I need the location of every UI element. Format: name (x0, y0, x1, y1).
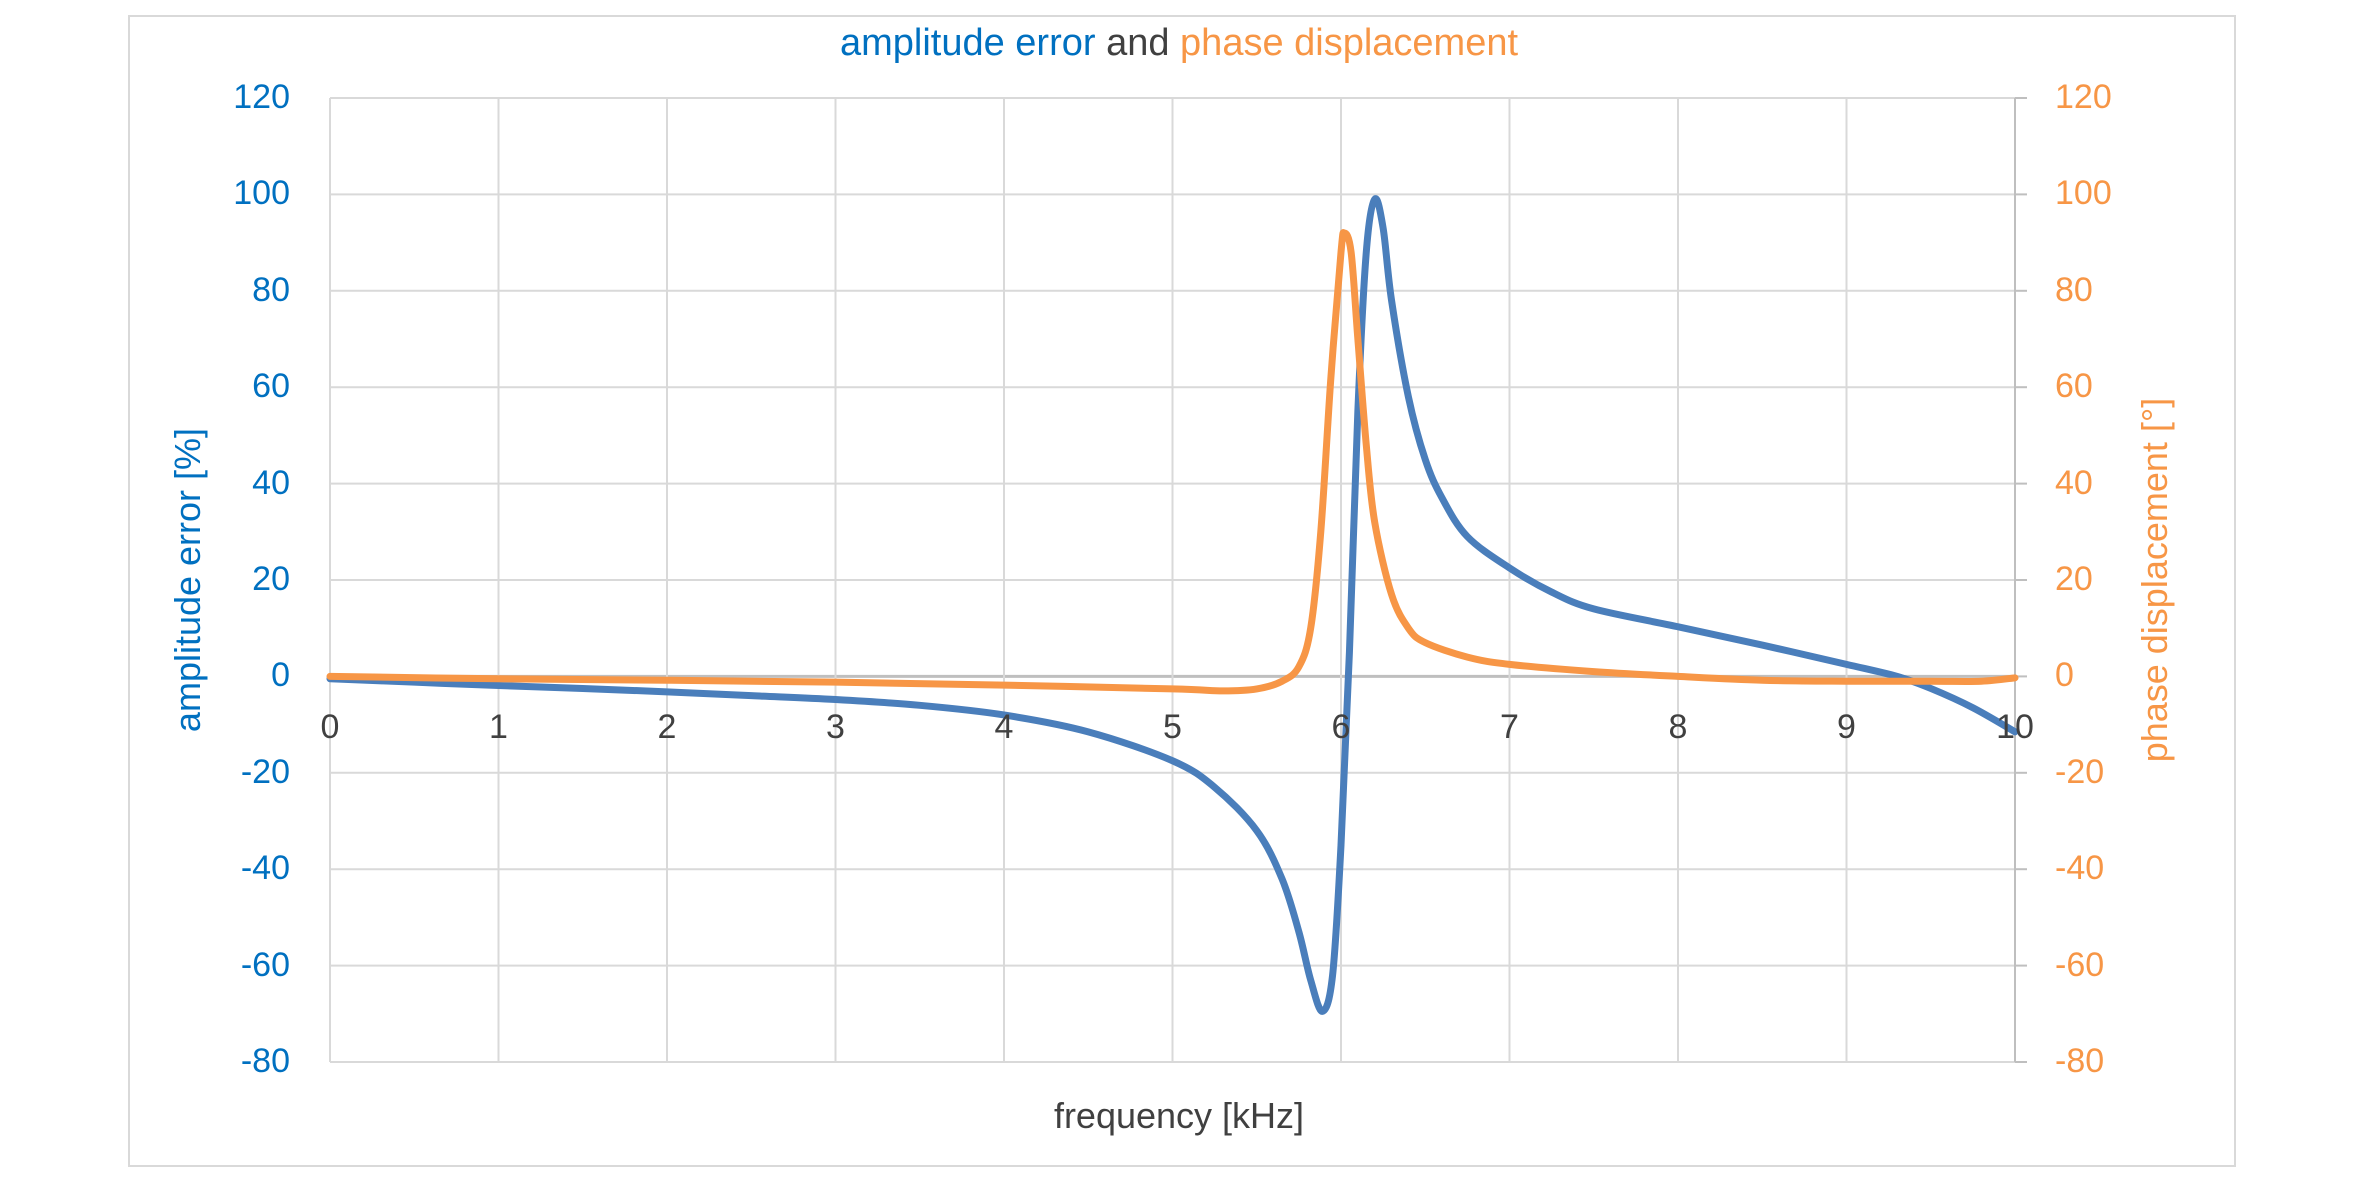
x-tick-label: 0 (320, 708, 340, 747)
chart-title: amplitude error and phase displacement (0, 22, 2358, 65)
right-tick-label: 0 (2055, 656, 2074, 695)
x-tick-label: 9 (1837, 708, 1856, 747)
x-axis-label: frequency [kHz] (1053, 1095, 1305, 1136)
gridlines (329, 97, 2027, 1063)
left-tick-label: 0 (271, 656, 290, 695)
left-tick-label: 80 (252, 270, 290, 309)
right-tick-label: 80 (2055, 270, 2093, 309)
right-tick-label: 120 (2055, 78, 2112, 116)
right-tick-label: -20 (2055, 752, 2105, 791)
x-tick-label: 1 (489, 708, 508, 747)
right-tick-label: -40 (2055, 849, 2105, 888)
right-tick-label: 100 (2055, 174, 2112, 213)
left-tick-label: -60 (240, 945, 290, 984)
x-tick-label: 8 (1668, 708, 1688, 747)
left-tick-label: 120 (233, 78, 290, 116)
x-tick-label: 7 (1500, 708, 1519, 747)
x-tick-label: 2 (657, 708, 677, 747)
title-phase: phase displacement (1180, 22, 1519, 64)
left-tick-label: 40 (252, 463, 290, 502)
right-tick-label: 60 (2055, 367, 2093, 406)
amplitude-error-line (326, 195, 2019, 1015)
right-tick-label: 40 (2055, 463, 2093, 502)
data-series (326, 195, 2019, 1015)
left-tick-label: -80 (240, 1042, 290, 1080)
right-tick-label: -80 (2055, 1042, 2105, 1080)
x-tick-label: 3 (826, 708, 845, 747)
x-tick-label: 4 (994, 708, 1014, 747)
left-tick-label: -20 (240, 752, 290, 791)
left-tick-label: 20 (252, 560, 290, 598)
chart-frame (128, 15, 2236, 1167)
title-and: and (1095, 22, 1181, 64)
left-tick-label: 60 (252, 367, 290, 406)
left-tick-label: -40 (240, 849, 290, 888)
title-amplitude: amplitude error (839, 22, 1096, 64)
x-tick-label: 6 (1331, 708, 1351, 747)
phase-displacement-line (326, 229, 2019, 695)
left-tick-label: 100 (233, 174, 290, 213)
right-tick-label: 20 (2055, 560, 2093, 598)
right-tick-label: -60 (2055, 945, 2105, 984)
left-axis-label: amplitude error [%] (167, 427, 208, 733)
x-tick-label: 5 (1163, 708, 1182, 747)
x-tick-label: 10 (1996, 708, 2034, 747)
right-axis-label: phase displacement [°] (2134, 397, 2175, 763)
